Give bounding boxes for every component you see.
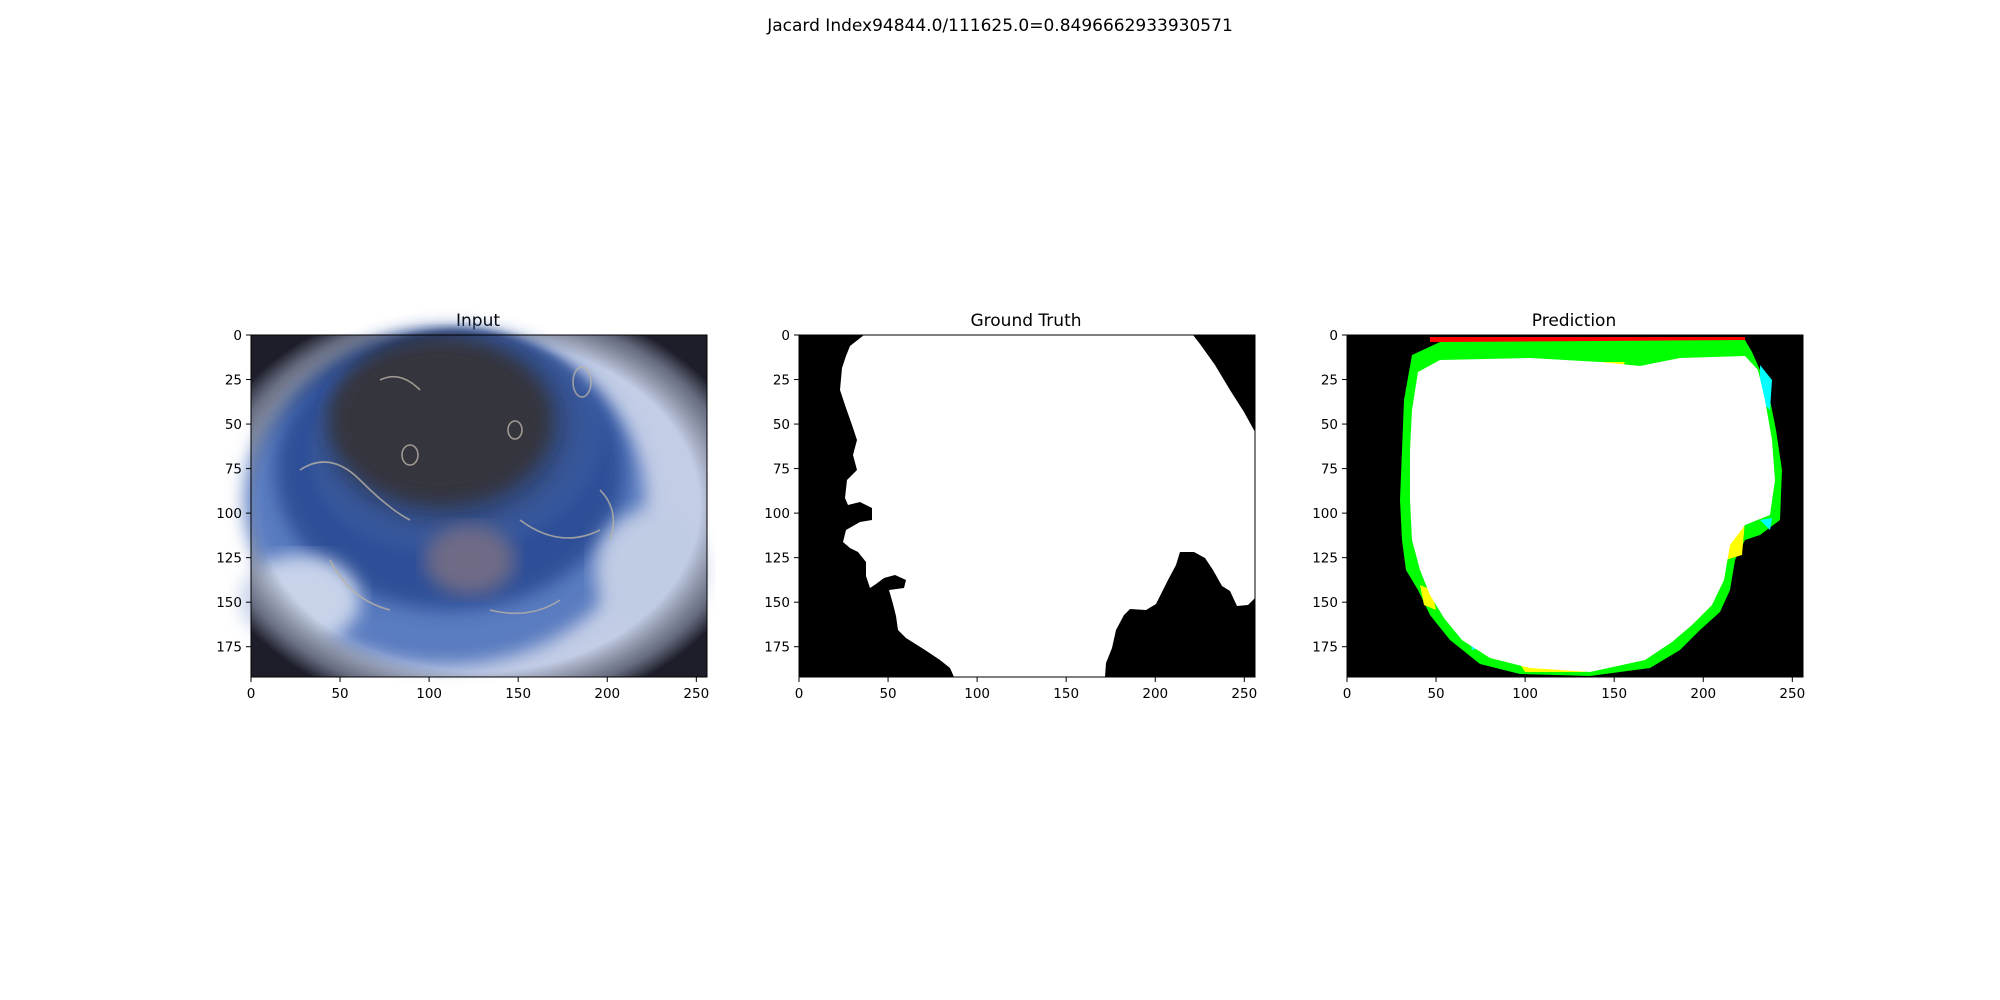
- x-tick-label: 250: [1779, 686, 1805, 702]
- y-tick-label: 0: [233, 328, 242, 344]
- y-tick-label: 150: [764, 595, 790, 611]
- figure-title: Jacard Index94844.0/111625.0=0.849666293…: [766, 16, 1233, 36]
- y-tick-label: 175: [216, 640, 242, 656]
- y-tick-label: 175: [764, 640, 790, 656]
- y-tick-label: 25: [225, 373, 242, 389]
- prediction-axes-frame: [1346, 334, 1804, 678]
- y-tick-label: 50: [225, 417, 242, 433]
- y-tick-label: 125: [216, 551, 242, 567]
- y-tick-label: 100: [764, 506, 790, 522]
- y-tick-label: 150: [216, 595, 242, 611]
- y-tick-label: 50: [773, 417, 790, 433]
- ground-truth-mask: [799, 335, 1255, 677]
- y-tick-label: 50: [1321, 417, 1338, 433]
- y-tick-label: 125: [764, 551, 790, 567]
- y-tick-label: 0: [781, 328, 790, 344]
- x-tick-label: 250: [1231, 686, 1257, 702]
- ground-truth-panel: Ground Truth 0 25 50 75 100 125 150 175 0 50 100 1…: [764, 311, 1257, 702]
- y-tick-label: 25: [773, 373, 790, 389]
- x-tick-label: 200: [1142, 686, 1168, 702]
- prediction-axes: 0 25 50 75 100 125 150 175 0 50 100 150 200 250: [1312, 328, 1805, 702]
- x-tick-label: 150: [1053, 686, 1079, 702]
- input-axes-frame: [250, 334, 708, 678]
- y-tick-label: 0: [1329, 328, 1338, 344]
- y-tick-label: 125: [1312, 551, 1338, 567]
- x-tick-label: 50: [879, 686, 896, 702]
- x-tick-label: 200: [594, 686, 620, 702]
- prediction-panel: Prediction 0 25 50 75 100 125 150 175 0 50 100 150…: [1312, 311, 1805, 702]
- y-tick-label: 100: [216, 506, 242, 522]
- prediction-panel-title: Prediction: [1532, 311, 1616, 331]
- x-tick-label: 0: [247, 686, 256, 702]
- input-panel-title: Input: [456, 311, 500, 331]
- x-tick-label: 0: [795, 686, 804, 702]
- ground-truth-axes: 0 25 50 75 100 125 150 175 0 50 100 150 200 250: [764, 328, 1257, 702]
- x-tick-label: 100: [1512, 686, 1538, 702]
- x-tick-label: 100: [964, 686, 990, 702]
- x-tick-label: 200: [1690, 686, 1716, 702]
- input-axes: 0 25 50 75 100 125 150 175 0 50 100 150 200 250: [216, 328, 709, 702]
- input-dermoscopy-image: [240, 330, 707, 677]
- y-tick-label: 75: [1321, 462, 1338, 478]
- x-tick-label: 150: [1601, 686, 1627, 702]
- x-tick-label: 250: [683, 686, 709, 702]
- ground-truth-axes-frame: [798, 334, 1256, 678]
- x-tick-label: 50: [331, 686, 348, 702]
- x-tick-label: 50: [1427, 686, 1444, 702]
- y-tick-label: 150: [1312, 595, 1338, 611]
- prediction-overlay: [1347, 335, 1803, 677]
- y-tick-label: 25: [1321, 373, 1338, 389]
- y-tick-label: 175: [1312, 640, 1338, 656]
- x-tick-label: 150: [505, 686, 531, 702]
- y-tick-label: 75: [225, 462, 242, 478]
- y-tick-label: 75: [773, 462, 790, 478]
- ground-truth-panel-title: Ground Truth: [970, 311, 1081, 331]
- x-tick-label: 100: [416, 686, 442, 702]
- y-tick-label: 100: [1312, 506, 1338, 522]
- x-tick-label: 0: [1343, 686, 1352, 702]
